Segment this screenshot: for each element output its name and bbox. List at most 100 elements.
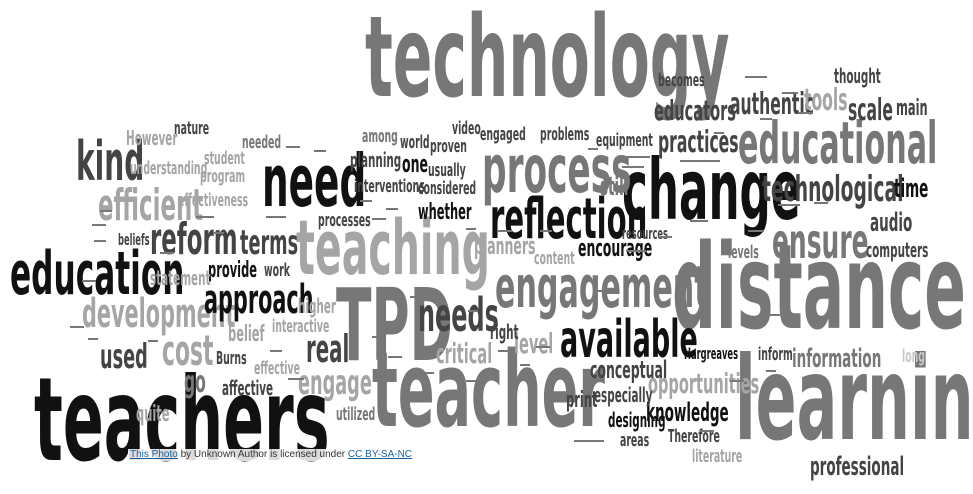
word-learning: learning xyxy=(735,332,973,467)
word-reform: reform xyxy=(150,214,238,265)
word-real: real xyxy=(306,327,350,371)
word-video: video xyxy=(452,118,481,139)
word-teachers: teachers xyxy=(34,353,330,488)
word-planners: planners xyxy=(474,232,536,260)
word-utilized: utilized xyxy=(336,404,376,425)
word-kind: kind xyxy=(76,130,145,193)
word-distance: distance xyxy=(672,218,966,356)
attribution-text: by Unknown Author is licensed under xyxy=(177,449,348,460)
word-approach: approach xyxy=(204,277,314,323)
word-change: change xyxy=(622,141,801,239)
word-computers: computers xyxy=(866,238,929,262)
word-quite: quite xyxy=(136,402,170,427)
word-teacher: teacher xyxy=(372,329,605,451)
word-scale: scale xyxy=(848,93,893,128)
word-time: time xyxy=(894,174,929,204)
word-work: work xyxy=(264,260,290,281)
word-understanding: understanding xyxy=(130,158,208,179)
word-right: right xyxy=(490,320,519,344)
word-processes: processes xyxy=(318,210,371,231)
word-engagement: engagement xyxy=(495,253,709,321)
word-education: education xyxy=(10,239,185,309)
word-considered: considered xyxy=(418,178,477,199)
word-educators: educators xyxy=(654,94,736,127)
word-professional: professional xyxy=(810,452,905,482)
word-affective: affective xyxy=(222,376,274,400)
word-needs: needs xyxy=(418,288,499,342)
word-effective: effective xyxy=(254,358,300,379)
word-areas: areas xyxy=(620,430,650,451)
word-however: However xyxy=(126,126,178,150)
word-usually: usually xyxy=(428,160,466,181)
word-reflection: reflection xyxy=(490,187,648,252)
word-literature: literature xyxy=(692,446,743,467)
word-levels: levels xyxy=(728,242,759,263)
word-tools: tools xyxy=(804,83,848,118)
word-still: still xyxy=(600,172,629,202)
word-authentic: authentic xyxy=(730,87,814,122)
word-knowledge: knowledge xyxy=(646,398,729,428)
word-conceptual: conceptual xyxy=(590,356,668,384)
word-program: program xyxy=(200,166,246,187)
word-resources: resources xyxy=(622,224,668,243)
word-information: information xyxy=(792,344,882,374)
word-educational: educational xyxy=(738,109,938,177)
word-planning: planning xyxy=(350,148,402,172)
word-burns: Burns xyxy=(216,348,247,369)
word-proven: proven xyxy=(430,136,467,157)
word-thought: thought xyxy=(834,64,881,88)
word-especially: especially xyxy=(594,383,653,407)
word-level: level xyxy=(514,327,554,360)
word-world: world xyxy=(400,132,430,153)
word-used: used xyxy=(100,337,148,377)
word-beliefs: beliefs xyxy=(118,230,150,249)
word-critical: critical xyxy=(436,337,493,370)
word-interventions: interventions xyxy=(354,176,425,197)
word-ensure: ensure xyxy=(772,214,869,270)
word-terms: terms xyxy=(240,223,299,263)
word-whether: whether xyxy=(418,200,472,225)
word-content: content xyxy=(534,248,575,269)
word-practices: practices xyxy=(658,125,739,160)
word-process: process xyxy=(482,131,632,208)
word-technological: technological xyxy=(762,169,904,210)
word-efficient: efficient xyxy=(98,180,204,231)
word-needed: needed xyxy=(242,132,282,153)
word-opportunities: opportunities xyxy=(648,367,760,400)
word-one: one xyxy=(402,150,428,178)
photo-source-link[interactable]: This Photo xyxy=(130,449,178,460)
word-engaged: engaged xyxy=(480,124,526,145)
word-teaching: teaching xyxy=(296,203,490,292)
word-development: development xyxy=(82,291,236,337)
word-long: long xyxy=(902,346,926,367)
word-available: available xyxy=(560,310,698,370)
word-technology: technology xyxy=(365,0,730,123)
word-therefore: Therefore xyxy=(668,426,720,447)
word-print: print xyxy=(566,388,598,413)
word-main: main xyxy=(896,96,928,121)
word-audio: audio xyxy=(870,208,913,238)
word-designing: designing xyxy=(608,408,666,432)
word-among: among xyxy=(362,126,398,147)
word-statement: statement xyxy=(150,266,211,290)
attribution-caption: This Photo by Unknown Author is licensed… xyxy=(128,449,415,461)
word-higher: higher xyxy=(298,294,337,318)
word-interactive: interactive xyxy=(272,316,330,337)
word-belief: belief xyxy=(228,322,265,347)
word-student: student xyxy=(204,148,245,169)
word-encourage: encourage xyxy=(578,234,653,262)
word-engage: engage xyxy=(298,363,372,403)
word-need: need xyxy=(262,139,367,223)
word-cost: cost xyxy=(162,326,214,375)
word-equipment: equipment xyxy=(596,130,653,151)
word-inform: inform xyxy=(758,344,793,365)
word-becomes: becomes xyxy=(658,70,705,91)
word-nature: nature xyxy=(174,118,210,139)
word-hargreaves: Hargreaves xyxy=(684,344,739,363)
word-problems: problems xyxy=(540,124,590,145)
license-link[interactable]: CC BY-SA-NC xyxy=(347,449,413,460)
word-effectiveness: effectiveness xyxy=(178,190,249,211)
word-tpd: TPD xyxy=(336,267,453,384)
word-go: go xyxy=(184,365,206,400)
